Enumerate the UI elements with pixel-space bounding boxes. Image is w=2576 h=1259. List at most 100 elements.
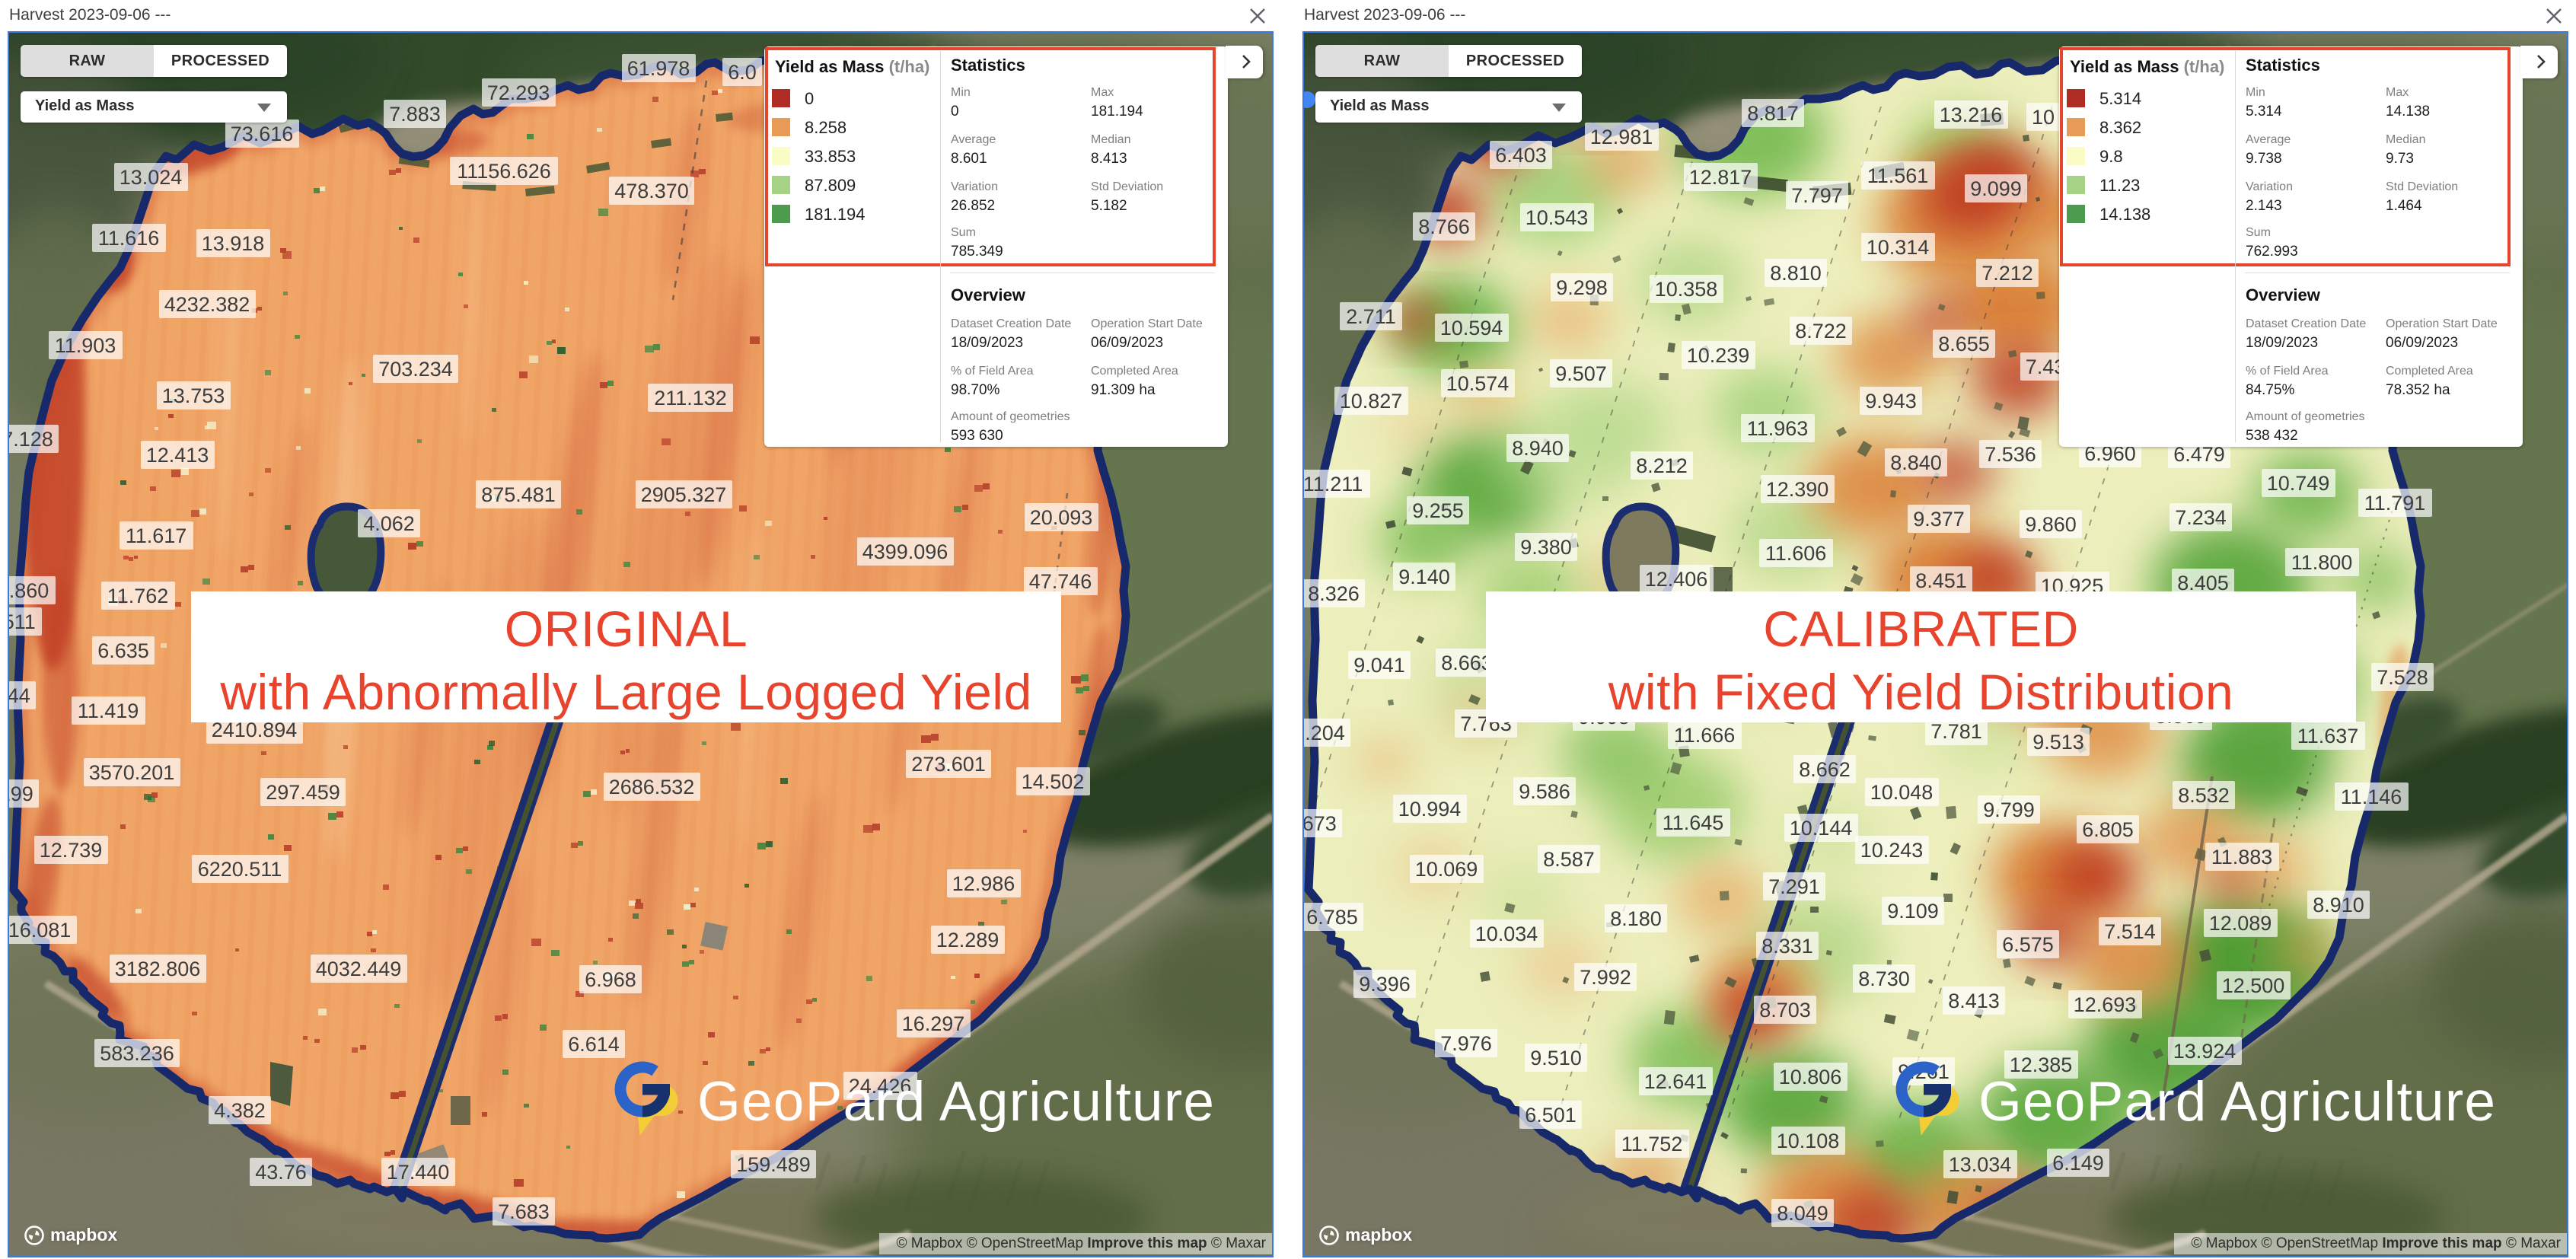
svg-text:7.683: 7.683 [498,1200,550,1223]
svg-text:47.746: 47.746 [1029,570,1092,593]
svg-text:10.314: 10.314 [1867,236,1930,259]
svg-text:6.635: 6.635 [97,639,149,662]
svg-text:8.910: 8.910 [2313,894,2364,916]
svg-text:11.645: 11.645 [1663,811,1724,834]
svg-text:12.693: 12.693 [2074,993,2137,1016]
svg-text:10.243: 10.243 [1860,839,1924,862]
svg-text:9.507: 9.507 [1555,362,1607,385]
svg-text:6220.511: 6220.511 [198,858,282,881]
svg-text:8.587: 8.587 [1543,848,1595,871]
svg-text:10.827: 10.827 [1340,390,1403,413]
svg-text:7.883: 7.883 [389,103,441,126]
svg-text:10.749: 10.749 [2267,472,2330,495]
svg-text:9.510: 9.510 [1530,1047,1582,1069]
svg-text:24.426: 24.426 [849,1075,912,1098]
svg-text:61.978: 61.978 [627,57,690,80]
svg-text:4399.096: 4399.096 [862,540,948,563]
svg-text:3182.806: 3182.806 [115,958,201,980]
svg-text:2.711: 2.711 [1346,305,1396,328]
svg-text:8.722: 8.722 [1795,320,1847,343]
svg-text:7.528: 7.528 [2377,666,2428,689]
svg-text:4032.449: 4032.449 [316,958,402,980]
svg-text:43.76: 43.76 [255,1161,307,1184]
svg-text:12.986: 12.986 [952,872,1015,895]
svg-text:4232.382: 4232.382 [164,293,250,316]
svg-text:9.041: 9.041 [1353,654,1405,677]
svg-text:11.561: 11.561 [1867,164,1929,187]
svg-text:11.666: 11.666 [1674,724,1736,747]
svg-text:12.385: 12.385 [2010,1053,2073,1076]
svg-text:9.943: 9.943 [1865,390,1917,413]
svg-text:13.024: 13.024 [120,166,183,189]
svg-text:6.785: 6.785 [1306,906,1358,929]
svg-text:7.976: 7.976 [1440,1032,1492,1055]
svg-text:6.968: 6.968 [585,968,636,991]
svg-text:11.752: 11.752 [1621,1133,1683,1155]
svg-text:7.291: 7.291 [1768,875,1820,898]
svg-text:13.216: 13.216 [1940,104,2003,126]
svg-text:13.034: 13.034 [1949,1153,2012,1176]
svg-text:4.382: 4.382 [214,1099,266,1122]
svg-text:72.293: 72.293 [487,81,550,104]
svg-text:875.481: 875.481 [481,483,556,506]
svg-text:10.108: 10.108 [1777,1130,1840,1152]
svg-text:8.662: 8.662 [1799,758,1851,781]
svg-text:7.204: 7.204 [1304,722,1345,744]
svg-text:10.144: 10.144 [1790,817,1853,840]
svg-text:8.049: 8.049 [1777,1202,1828,1225]
svg-text:11.791: 11.791 [2364,492,2426,515]
svg-text:11.616: 11.616 [98,227,160,250]
svg-text:10.239: 10.239 [1687,344,1750,367]
svg-text:9.377: 9.377 [1913,508,1965,531]
svg-text:583.236: 583.236 [100,1042,174,1065]
svg-text:8.326: 8.326 [1308,582,1360,605]
svg-text:9.860: 9.860 [2025,513,2077,536]
svg-text:478.370: 478.370 [614,180,689,202]
svg-text:10.034: 10.034 [1475,923,1538,945]
svg-text:11.883: 11.883 [2211,846,2273,869]
svg-text:12.817: 12.817 [1689,166,1752,189]
svg-text:11.146: 11.146 [2341,786,2402,808]
svg-text:6.511: 6.511 [9,610,36,633]
svg-text:8.663: 8.663 [1441,652,1493,674]
svg-text:7.212: 7.212 [1981,262,2033,285]
svg-text:6.614: 6.614 [568,1033,620,1056]
svg-text:12.390: 12.390 [1766,478,1829,501]
svg-text:2410.894: 2410.894 [212,719,298,741]
svg-text:13.918: 13.918 [202,232,265,255]
svg-text:8.655: 8.655 [1938,333,1990,355]
svg-text:16.297: 16.297 [902,1012,965,1035]
svg-text:297.459: 297.459 [266,781,340,804]
svg-text:2905.327: 2905.327 [641,483,727,506]
svg-text:12.289: 12.289 [936,929,999,951]
svg-text:7.992: 7.992 [1580,966,1631,989]
svg-text:10.358: 10.358 [1655,278,1718,301]
svg-text:12.500: 12.500 [2222,974,2285,997]
svg-text:6.0: 6.0 [728,61,757,84]
svg-text:11.963: 11.963 [1747,417,1809,440]
svg-text:8.180: 8.180 [1610,907,1662,930]
svg-text:12.739: 12.739 [40,839,103,862]
svg-text:211.132: 211.132 [654,387,727,410]
svg-text:12.641: 12.641 [1644,1070,1707,1093]
svg-text:7.514: 7.514 [2104,920,2156,943]
svg-text:20.093: 20.093 [1030,506,1093,529]
svg-text:9.799: 9.799 [1983,798,2035,821]
svg-text:8.703: 8.703 [1759,999,1811,1022]
svg-text:7.536: 7.536 [1985,443,2036,466]
svg-text:7.128: 7.128 [9,428,53,451]
svg-text:10.806: 10.806 [1779,1066,1842,1088]
svg-text:11.800: 11.800 [2291,551,2353,574]
svg-text:9.109: 9.109 [1887,900,1939,923]
svg-text:10.543: 10.543 [1526,206,1589,229]
svg-text:703.234: 703.234 [378,358,453,381]
svg-text:11.860: 11.860 [9,579,49,602]
svg-text:10: 10 [2032,106,2055,129]
svg-text:8.331: 8.331 [1761,935,1813,958]
svg-text:11.606: 11.606 [1765,542,1827,565]
svg-text:7.244: 7.244 [9,684,30,707]
svg-text:9.380: 9.380 [1520,536,1572,559]
svg-text:8.766: 8.766 [1418,215,1470,238]
svg-text:8.817: 8.817 [1747,102,1799,125]
svg-text:9.396: 9.396 [1359,973,1411,996]
